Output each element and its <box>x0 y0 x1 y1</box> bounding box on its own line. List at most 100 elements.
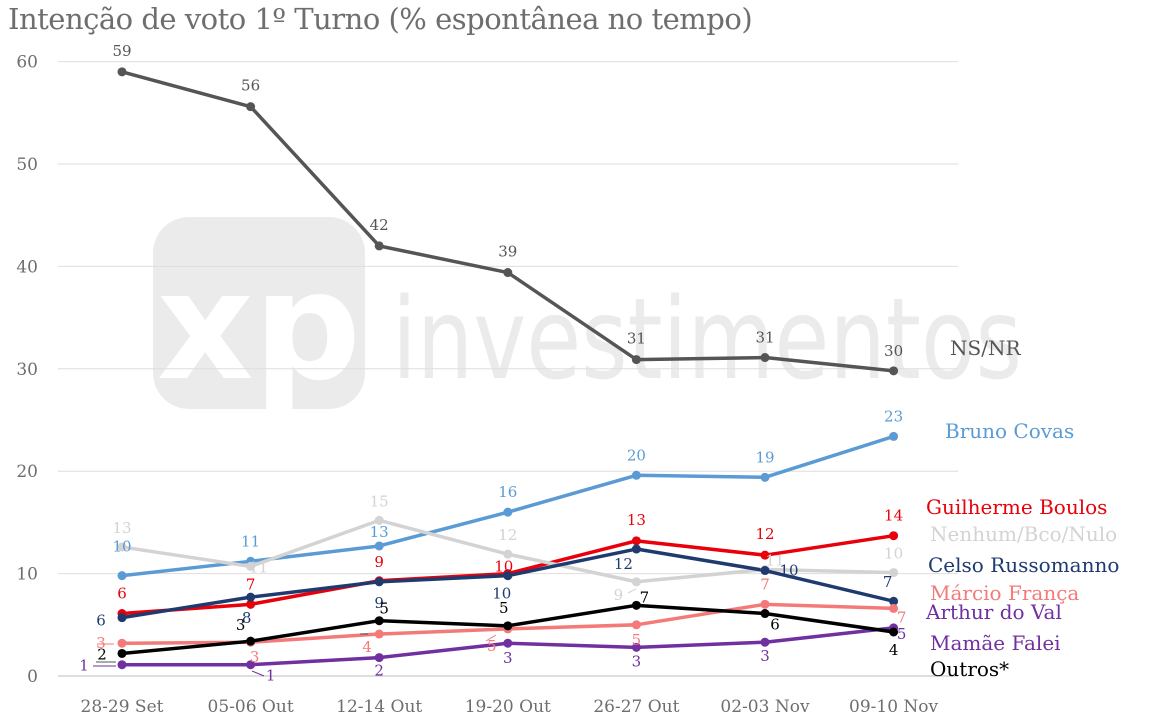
label-ns-nr-5: 31 <box>755 329 774 347</box>
label-celso-russomanno-5: 10 <box>779 562 798 580</box>
label-celso-russomanno-0: 6 <box>96 612 106 630</box>
y-tick-50: 50 <box>16 155 38 175</box>
label-nenhum-bco-nulo-3: 12 <box>498 526 517 544</box>
y-axis-ticks: 0 10 20 30 40 50 60 <box>16 53 38 687</box>
label-ns-nr-0: 59 <box>112 42 131 60</box>
label-nenhum-bco-nulo-2: 15 <box>370 492 389 510</box>
x-axis-ticks: 28-29 Set 05-06 Out 12-14 Out 19-20 Out 26-2… <box>81 697 939 717</box>
point-guilherme-boulos-6 <box>889 531 899 541</box>
point-bruno-covas-5 <box>760 472 770 482</box>
label-celso-russomanno-2: 9 <box>374 594 384 612</box>
label-celso-russomanno-6: 7 <box>883 573 893 591</box>
label-nenhum-bco-nulo-4: 9 <box>614 586 624 604</box>
y-tick-30: 30 <box>16 360 38 380</box>
point-guilherme-boulos-1 <box>246 599 256 609</box>
series-label-guilherme-boulos: Guilherme Boulos <box>926 495 1107 519</box>
label-marcio-franca-4: 5 <box>632 631 642 649</box>
label-outros-2: 5 <box>379 600 389 618</box>
label-ns-nr-4: 31 <box>627 330 646 348</box>
point-nenhum-bco-nulo-0 <box>117 542 127 552</box>
point-celso-russomanno-3 <box>503 571 513 581</box>
label-ns-nr-1: 56 <box>241 77 260 95</box>
label-outros-3: 5 <box>499 599 509 617</box>
label-ns-nr-3: 39 <box>498 243 517 261</box>
point-guilherme-boulos-4 <box>631 536 641 546</box>
point-celso-russomanno-6 <box>889 596 899 606</box>
label-nenhum-bco-nulo-6: 10 <box>884 545 903 563</box>
label-outros-6: 4 <box>889 641 899 659</box>
label-marcio-franca-2: 4 <box>362 638 372 656</box>
leader-lines <box>93 588 637 677</box>
watermark-mark: xp <box>157 240 361 414</box>
label-outros-5: 6 <box>770 616 780 634</box>
point-ns-nr-2 <box>374 241 384 251</box>
label-outros-0: 2 <box>97 645 107 663</box>
label-bruno-covas-1: 11 <box>241 532 260 550</box>
label-marcio-franca-6: 7 <box>897 608 907 626</box>
point-outros-6 <box>889 627 899 637</box>
point-celso-russomanno-4 <box>631 544 641 554</box>
label-guilherme-boulos-2: 9 <box>374 553 384 571</box>
label-arthur-do-val-6: 5 <box>897 625 907 643</box>
point-nenhum-bco-nulo-2 <box>374 515 384 525</box>
point-bruno-covas-3 <box>503 507 513 517</box>
label-bruno-covas-0: 10 <box>112 538 131 556</box>
point-arthur-do-val-3 <box>503 638 513 648</box>
point-marcio-franca-4 <box>631 620 641 630</box>
label-guilherme-boulos-5: 12 <box>755 525 774 543</box>
point-ns-nr-6 <box>889 366 899 376</box>
point-ns-nr-1 <box>246 102 256 112</box>
point-celso-russomanno-0 <box>117 613 127 623</box>
point-marcio-franca-0 <box>117 638 127 648</box>
point-arthur-do-val-4 <box>631 642 641 652</box>
label-marcio-franca-5: 7 <box>760 575 770 593</box>
point-marcio-franca-6 <box>889 603 899 613</box>
point-nenhum-bco-nulo-3 <box>503 549 513 559</box>
point-bruno-covas-4 <box>631 470 641 480</box>
point-celso-russomanno-2 <box>374 577 384 587</box>
label-guilherme-boulos-3: 10 <box>494 558 513 576</box>
point-nenhum-bco-nulo-4 <box>631 577 641 587</box>
label-arthur-do-val-0: 1 <box>79 657 89 675</box>
point-bruno-covas-0 <box>117 571 127 581</box>
x-tick-19-20-out: 19-20 Out <box>465 697 551 717</box>
point-ns-nr-4 <box>631 355 641 365</box>
point-arthur-do-val-2 <box>374 653 384 663</box>
label-ns-nr-6: 30 <box>884 342 903 360</box>
point-ns-nr-3 <box>503 268 513 278</box>
label-celso-russomanno-1: 8 <box>242 609 252 627</box>
watermark-text: investimentos <box>392 275 1022 405</box>
x-tick-05-06-out: 05-06 Out <box>208 697 294 717</box>
label-marcio-franca-1: 3 <box>250 648 260 666</box>
label-bruno-covas-5: 19 <box>755 448 774 466</box>
point-bruno-covas-2 <box>374 541 384 551</box>
grid-lines <box>58 61 958 677</box>
point-ns-nr-5 <box>760 353 770 363</box>
x-tick-28-29-set: 28-29 Set <box>81 697 164 717</box>
x-tick-09-10-nov: 09-10 Nov <box>849 697 939 717</box>
series-label-ns-nr: NS/NR <box>950 336 1021 360</box>
point-bruno-covas-6 <box>889 431 899 441</box>
series-label-outros: Outros* <box>930 657 1009 681</box>
label-guilherme-boulos-4: 13 <box>627 511 646 529</box>
point-ns-nr-0 <box>117 67 127 77</box>
series-labels: NS/NR Bruno Covas Guilherme Boulos Nenhum/B… <box>925 336 1119 681</box>
label-nenhum-bco-nulo-1: 11 <box>249 558 268 576</box>
point-outros-1 <box>246 636 256 646</box>
x-tick-26-27-out: 26-27 Out <box>593 697 679 717</box>
point-celso-russomanno-1 <box>246 592 256 602</box>
point-outros-3 <box>503 621 513 631</box>
leader-line-4 <box>251 670 265 677</box>
point-arthur-do-val-5 <box>760 637 770 647</box>
y-tick-40: 40 <box>16 257 38 277</box>
leader-line-6 <box>627 588 637 594</box>
point-outros-0 <box>117 648 127 658</box>
y-tick-10: 10 <box>16 565 38 585</box>
label-guilherme-boulos-1: 7 <box>246 575 256 593</box>
leader-line-5 <box>485 634 497 642</box>
point-marcio-franca-2 <box>374 629 384 639</box>
y-tick-0: 0 <box>27 667 38 687</box>
chart-title: Intenção de voto 1º Turno (% espontânea … <box>8 2 753 36</box>
